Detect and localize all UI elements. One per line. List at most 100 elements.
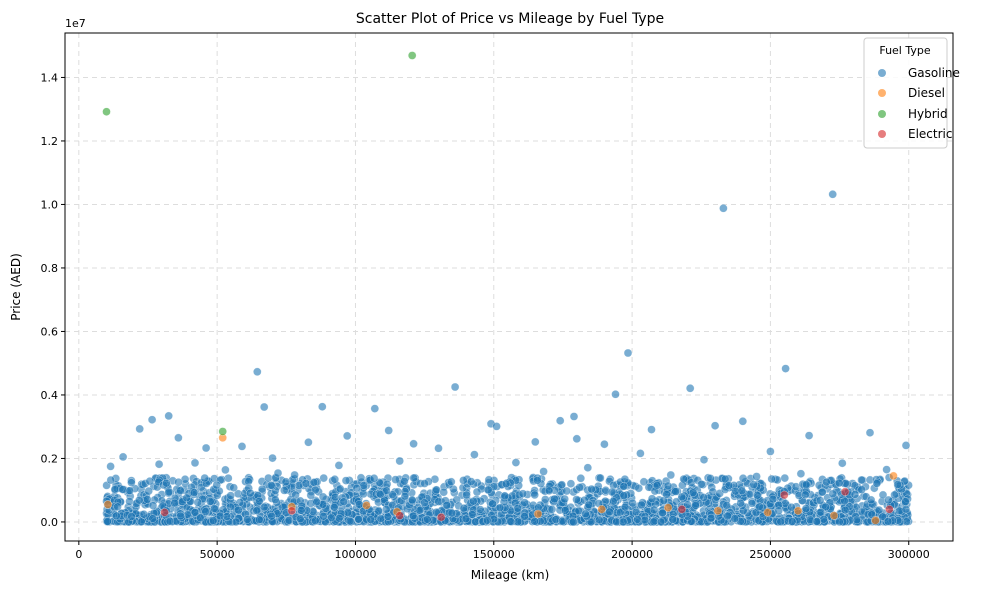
point-gasoline <box>206 497 215 506</box>
point-gasoline <box>434 444 443 453</box>
point-gasoline <box>812 517 822 526</box>
point-gasoline <box>388 490 397 499</box>
point-gasoline <box>572 495 581 504</box>
point-gasoline <box>683 500 692 509</box>
point-gasoline <box>407 495 417 505</box>
point-gasoline <box>461 514 471 524</box>
point-gasoline <box>530 490 539 500</box>
point-gasoline <box>420 479 429 488</box>
point-gasoline <box>339 497 348 506</box>
point-diesel <box>713 506 723 516</box>
point-gasoline <box>893 480 902 489</box>
point-gasoline <box>619 517 628 527</box>
point-gasoline <box>609 496 618 506</box>
point-gasoline <box>423 515 432 524</box>
point-gasoline <box>737 486 747 496</box>
point-gasoline <box>822 477 831 487</box>
point-gasoline <box>801 490 810 500</box>
point-gasoline <box>688 488 698 497</box>
point-gasoline <box>190 458 200 468</box>
point-gasoline <box>500 491 510 501</box>
point-gasoline <box>459 503 469 513</box>
x-tick-label: 300000 <box>888 548 930 561</box>
point-gasoline <box>447 508 457 518</box>
point-gasoline <box>619 482 629 491</box>
point-gasoline <box>584 500 594 510</box>
point-gasoline <box>634 483 644 493</box>
point-gasoline <box>400 477 409 486</box>
point-gasoline <box>533 476 542 485</box>
plot-frame <box>64 32 954 542</box>
point-gasoline <box>470 450 479 459</box>
point-diesel <box>829 511 839 520</box>
chart-title: Scatter Plot of Price vs Mileage by Fuel… <box>356 11 664 27</box>
point-gasoline <box>649 517 659 527</box>
point-gasoline <box>290 470 299 480</box>
point-gasoline <box>840 505 850 515</box>
point-gasoline <box>483 516 492 525</box>
y-axis-ticks: 0.0 0.2 0.4 0.6 0.8 1.0 1.2 1.4 <box>41 71 65 529</box>
point-gasoline <box>201 443 211 453</box>
point-diesel <box>597 505 606 514</box>
point-gasoline <box>319 473 328 483</box>
point-gasoline <box>118 452 128 462</box>
point-gasoline <box>511 458 521 467</box>
point-gasoline <box>447 477 456 487</box>
point-hybrid <box>407 51 417 60</box>
point-gasoline <box>901 497 910 506</box>
point-gasoline <box>165 516 175 526</box>
point-gasoline <box>691 501 700 510</box>
point-diesel <box>889 471 898 481</box>
data-points <box>102 51 913 527</box>
point-gasoline <box>857 485 866 494</box>
point-gasoline <box>518 489 528 498</box>
y-offset-label: 1e7 <box>65 17 86 30</box>
legend-label-gasoline: Gasoline <box>908 66 960 80</box>
point-gasoline <box>801 504 811 513</box>
point-gasoline <box>476 505 485 514</box>
point-gasoline <box>469 496 478 506</box>
point-gasoline <box>838 458 847 468</box>
point-gasoline <box>264 473 273 483</box>
point-gasoline <box>710 421 720 430</box>
point-gasoline <box>706 513 716 523</box>
point-gasoline <box>884 495 893 505</box>
point-gasoline <box>575 483 584 492</box>
point-gasoline <box>787 503 796 512</box>
point-gasoline <box>318 402 327 411</box>
point-gasoline <box>190 508 200 517</box>
point-gasoline <box>237 442 247 451</box>
point-gasoline <box>767 474 776 484</box>
point-gasoline <box>706 474 715 483</box>
point-gasoline <box>801 480 811 489</box>
point-gasoline <box>118 485 127 494</box>
point-gasoline <box>304 438 313 447</box>
point-gasoline <box>231 517 241 527</box>
point-gasoline <box>106 462 115 471</box>
point-electric <box>885 505 894 514</box>
point-gasoline <box>210 504 219 513</box>
point-gasoline <box>628 498 637 508</box>
point-gasoline <box>816 507 826 517</box>
point-gasoline <box>442 501 452 510</box>
point-electric <box>287 506 297 516</box>
point-gasoline <box>459 476 468 485</box>
point-gasoline <box>780 473 790 483</box>
point-gasoline <box>355 500 364 509</box>
point-diesel <box>362 501 371 510</box>
point-gasoline <box>620 474 630 484</box>
point-gasoline <box>530 517 539 526</box>
y-tick-label: 0.8 <box>41 262 59 275</box>
point-gasoline <box>550 494 559 504</box>
point-electric <box>677 505 687 514</box>
point-diesel <box>793 506 803 516</box>
point-gasoline <box>738 474 748 483</box>
point-gasoline <box>745 489 755 499</box>
point-gasoline <box>747 499 757 508</box>
point-gasoline <box>835 517 844 527</box>
point-gasoline <box>547 505 557 514</box>
point-gasoline <box>400 491 410 501</box>
point-gasoline <box>866 495 876 505</box>
point-gasoline <box>796 469 806 478</box>
point-gasoline <box>652 481 662 490</box>
